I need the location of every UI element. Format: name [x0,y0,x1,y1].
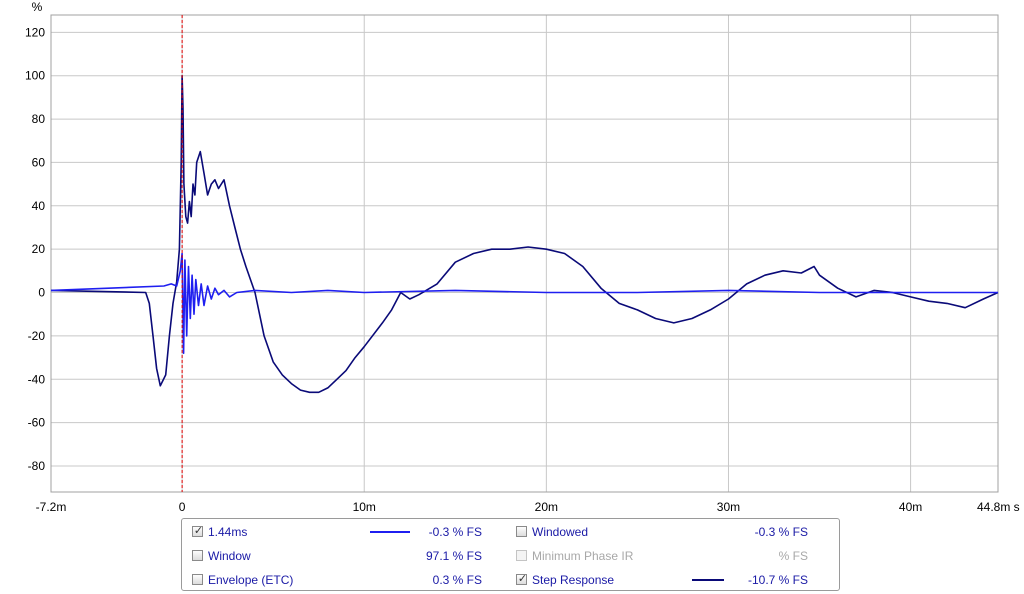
y-tick-label: 40 [32,199,46,213]
legend-value: -0.3 % FS [754,525,808,539]
x-tick-label: 30m [717,500,740,514]
legend-item-windowed[interactable]: Windowed -0.3 % FS [516,524,808,540]
legend-value: 97.1 % FS [425,549,482,563]
series-line-step-response [50,74,999,394]
legend-label: Windowed [532,525,589,539]
x-tick-label: 20m [535,500,558,514]
checkbox-window[interactable] [192,550,203,561]
y-tick-label: -20 [28,329,46,343]
legend-item-1-44ms[interactable]: ✓ 1.44ms -0.3 % FS [192,524,492,540]
legend-value: -10.7 % FS [747,573,808,587]
y-tick-label: 0 [38,286,45,300]
legend-value: 0.3 % FS [432,573,482,587]
y-tick-label: -40 [28,372,46,386]
checkmark-icon: ✓ [193,525,204,537]
impulse-response-chart: 120 100 80 60 40 20 0 -20 -40 -60 -80 -7.2m 0 10m 20m… [25,0,1020,514]
legend-panel: ✓ 1.44ms -0.3 % FS Window 97.1 % FS Enve… [181,518,840,591]
legend-label: Step Response [532,573,615,587]
legend-item-step-response[interactable]: ✓ Step Response -10.7 % FS [516,572,808,588]
y-tick-label: 80 [32,112,46,126]
checkbox-step-response[interactable]: ✓ [516,573,528,585]
x-tick-label: -7.2m [36,500,67,514]
x-tick-label: 10m [353,500,376,514]
checkbox-minimum-phase-ir [516,550,527,561]
grid-lines [51,15,998,492]
legend-value: % FS [778,549,808,563]
series-swatch [370,531,410,533]
y-tick-label: -80 [28,459,46,473]
x-tick-labels: -7.2m 0 10m 20m 30m 40m 44.8m s [36,500,1020,514]
legend-label: Window [208,549,251,563]
y-axis-label: % [32,0,43,14]
y-tick-label: 120 [25,25,45,39]
legend-item-window[interactable]: Window 97.1 % FS [192,548,492,564]
legend-label: Minimum Phase IR [532,549,634,563]
y-tick-label: 100 [25,69,45,83]
checkbox-envelope[interactable] [192,574,203,585]
series-swatch [692,579,724,581]
legend-value: -0.3 % FS [428,525,482,539]
legend-item-minimum-phase-ir: Minimum Phase IR % FS [516,548,808,564]
plot-frame [50,14,999,493]
y-tick-labels: 120 100 80 60 40 20 0 -20 -40 -60 -80 [25,25,45,473]
series-line-1-44ms [50,252,998,355]
checkmark-icon: ✓ [517,573,528,585]
x-tick-label: 40m [899,500,922,514]
legend-label: 1.44ms [208,525,248,539]
checkbox-windowed[interactable] [516,526,527,537]
y-tick-label: -60 [28,416,46,430]
x-tick-label: 0 [179,500,186,514]
legend-label: Envelope (ETC) [208,573,294,587]
y-tick-label: 20 [32,242,46,256]
y-tick-label: 60 [32,155,46,169]
checkbox-1-44ms[interactable]: ✓ [192,525,204,537]
legend-item-envelope[interactable]: Envelope (ETC) 0.3 % FS [192,572,492,588]
series-layer [50,74,999,394]
x-tick-label: 44.8m s [977,500,1020,514]
